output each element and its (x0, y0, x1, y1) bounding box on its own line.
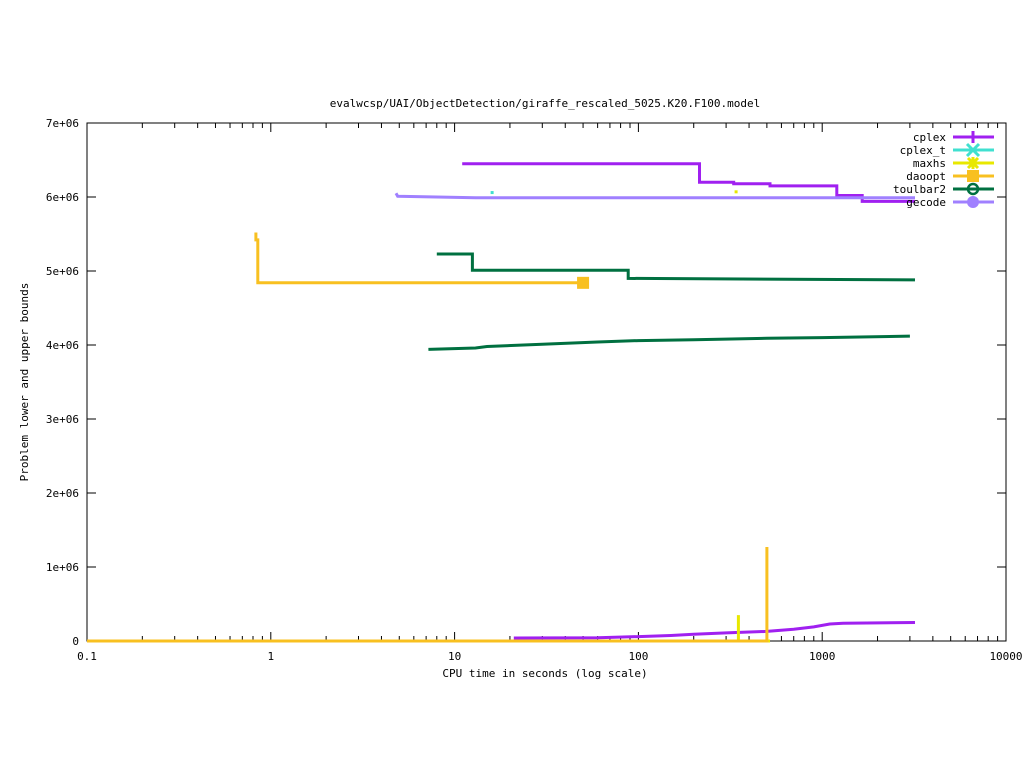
y-tick-label: 4e+06 (46, 339, 79, 352)
series-maxhs (87, 190, 770, 643)
series-cplex (462, 162, 916, 640)
x-tick-label: 1000 (809, 650, 836, 663)
series-line-toulbar2 (428, 334, 910, 351)
x-axis-label: CPU time in seconds (log scale) (442, 667, 647, 680)
x-tick-label: 10 (448, 650, 461, 663)
y-tick-label: 0 (72, 635, 79, 648)
legend-label-cplex_t: cplex_t (900, 144, 946, 157)
y-tick-label: 6e+06 (46, 191, 79, 204)
legend-label-daoopt: daoopt (906, 170, 946, 183)
legend-marker-cplex (967, 131, 979, 143)
x-tick-label: 100 (628, 650, 648, 663)
legend-marker-maxhs (966, 156, 980, 170)
x-tick-label: 1 (267, 650, 274, 663)
legend-marker-daoopt (967, 170, 979, 182)
series-line-daoopt (254, 232, 584, 285)
legend-label-maxhs: maxhs (913, 157, 946, 170)
y-tick-label: 3e+06 (46, 413, 79, 426)
series-line-daoopt (87, 547, 769, 643)
legend-marker-gecode (967, 196, 979, 208)
data-point-daoopt (577, 276, 590, 289)
series-daoopt (87, 232, 769, 643)
y-tick-label: 5e+06 (46, 265, 79, 278)
series-line-gecode (394, 192, 915, 200)
chart-title: evalwcsp/UAI/ObjectDetection/giraffe_res… (330, 97, 760, 110)
y-tick-label: 1e+06 (46, 561, 79, 574)
series-line-maxhs (87, 615, 770, 643)
series-line-toulbar2 (436, 252, 916, 282)
series-layer (87, 162, 916, 643)
data-point-maxhs (734, 190, 738, 194)
legend-marker-toulbar2 (966, 182, 980, 196)
legend-label-gecode: gecode (906, 196, 946, 209)
x-tick-label: 10000 (989, 650, 1022, 663)
y-tick-label: 2e+06 (46, 487, 79, 500)
series-line-cplex (513, 621, 916, 640)
y-axis-label: Problem lower and upper bounds (18, 283, 31, 482)
y-tick-label: 7e+06 (46, 117, 79, 130)
legend-label-cplex: cplex (913, 131, 946, 144)
x-tick-label: 0.1 (77, 650, 97, 663)
series-cplex_t (490, 191, 494, 195)
series-toulbar2 (428, 252, 916, 351)
legend-label-toulbar2: toulbar2 (893, 183, 946, 196)
series-gecode (394, 192, 915, 200)
axis-ticks: 0.1 1 10 100 1000 10000 0 1e+06 2e+06 3e+06 4e+06 5… (46, 117, 1023, 663)
series-line-cplex (462, 162, 915, 203)
data-point-cplex_t (490, 191, 494, 195)
legend-marker-cplex_t (965, 142, 981, 158)
